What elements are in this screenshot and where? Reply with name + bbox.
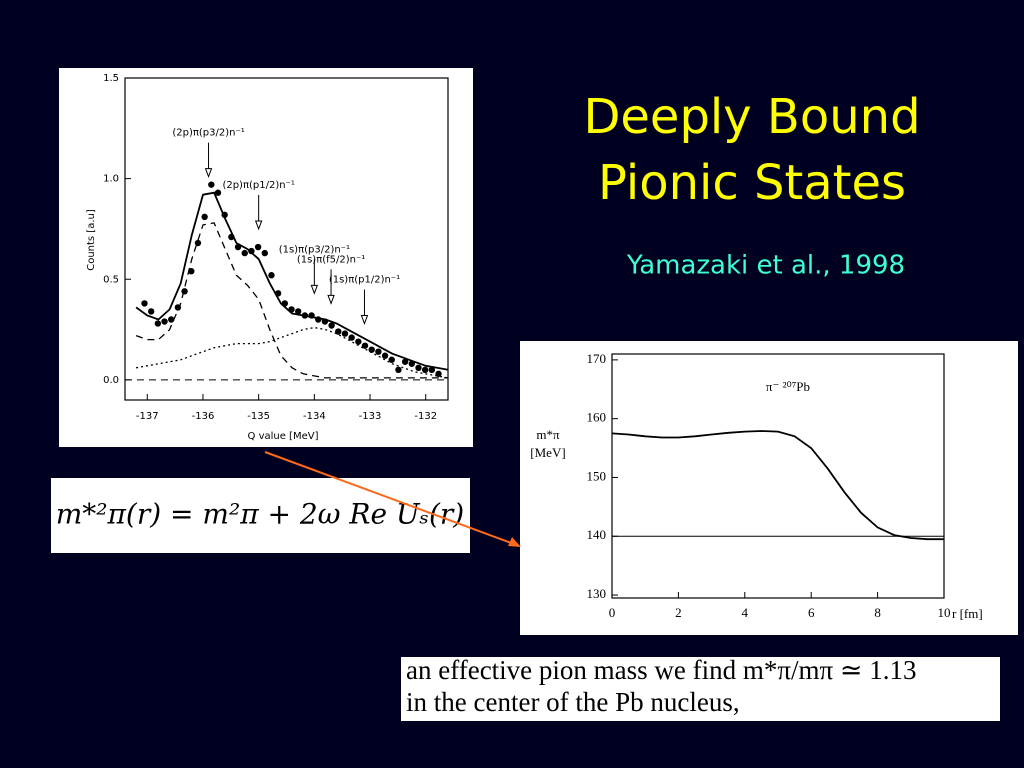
y-tick-label: 150 xyxy=(587,468,607,483)
data-point xyxy=(168,316,175,323)
y-tick-label: 0.0 xyxy=(103,375,119,386)
curve xyxy=(135,326,449,379)
curve xyxy=(135,191,449,371)
data-point xyxy=(214,189,222,196)
data-point xyxy=(268,272,275,279)
y-tick-label: 1.0 xyxy=(103,174,119,185)
quote-box xyxy=(401,657,1000,721)
y-tick-label: 0.5 xyxy=(103,274,119,285)
y-tick-label: 1.5 xyxy=(103,73,119,84)
annotation-arrowhead xyxy=(204,168,213,179)
data-point xyxy=(147,308,155,315)
annotation-arrowhead xyxy=(254,220,263,231)
y-tick-label: 140 xyxy=(587,527,607,542)
quote-line: in the center of the Pb nucleus, xyxy=(406,687,740,717)
data-point xyxy=(415,364,422,371)
x-tick-label: 8 xyxy=(874,605,881,620)
data-point xyxy=(294,308,302,315)
data-point xyxy=(201,213,208,221)
title-line: Deeply Bound xyxy=(583,89,920,145)
x-tick-label: 6 xyxy=(808,605,815,620)
x-tick-label: -136 xyxy=(192,411,215,422)
data-point xyxy=(388,356,395,363)
plot-frame xyxy=(611,353,945,599)
data-point xyxy=(161,318,168,325)
annotation-arrowhead xyxy=(360,315,369,325)
data-point xyxy=(261,249,268,257)
x-tick-label: 10 xyxy=(938,605,951,620)
data-point xyxy=(421,366,429,374)
annotation: (2p)π(p3/2)n⁻¹ xyxy=(172,128,244,139)
data-point xyxy=(241,249,248,257)
data-point xyxy=(361,342,369,349)
data-point xyxy=(348,334,355,341)
annotation: (1s)π(f5/2)n⁻¹ xyxy=(297,254,365,265)
data-point xyxy=(181,288,188,295)
x-tick-label: -133 xyxy=(359,411,382,422)
x-tick-label: 4 xyxy=(742,605,749,620)
arrowhead xyxy=(508,537,521,547)
formula-box xyxy=(51,478,470,553)
title-line: Pionic States xyxy=(598,155,906,211)
x-axis-label: r [fm] xyxy=(952,606,983,621)
data-point xyxy=(395,366,402,374)
y-axis-label: Counts [a.u] xyxy=(86,209,97,271)
x-tick-label: 2 xyxy=(675,605,682,620)
data-point xyxy=(248,247,255,255)
y-tick-label: 160 xyxy=(587,410,607,425)
curve xyxy=(611,430,944,541)
x-axis-label: Q value [MeV] xyxy=(248,431,319,442)
data-point xyxy=(375,348,382,355)
data-point xyxy=(368,346,375,353)
x-tick-label: -132 xyxy=(414,411,437,422)
data-point xyxy=(355,338,362,345)
annotation: (1s)π(p1/2)n⁻¹ xyxy=(329,275,400,286)
formula: m*²π(r) = m²π + 2ω Re Uₛ(r) xyxy=(56,498,464,531)
y-tick-label: 130 xyxy=(587,586,607,601)
curve xyxy=(135,222,448,379)
x-tick-label: -135 xyxy=(247,411,270,422)
x-tick-label: -134 xyxy=(303,411,326,422)
data-point xyxy=(381,352,389,359)
data-point xyxy=(208,181,215,188)
figure-panel xyxy=(520,341,1018,635)
data-point xyxy=(401,358,409,365)
data-point xyxy=(341,330,349,337)
annotation-arrowhead xyxy=(310,284,319,295)
data-point xyxy=(141,300,148,307)
data-point xyxy=(428,366,436,374)
y-axis-label: [MeV] xyxy=(530,445,565,460)
data-point xyxy=(154,320,162,327)
data-point xyxy=(194,239,202,247)
figure-panel xyxy=(59,68,473,447)
y-tick-label: 170 xyxy=(587,351,607,366)
quote-line: an effective pion mass we find m*π/mπ ≃ … xyxy=(406,655,917,685)
plot-frame xyxy=(124,77,449,401)
data-point xyxy=(328,322,335,329)
subtitle: Yamazaki et al., 1998 xyxy=(626,251,905,281)
connector-arrow xyxy=(264,451,515,545)
annotation: (1s)π(p3/2)n⁻¹ xyxy=(279,244,350,255)
annotation: (2p)π(p1/2)n⁻¹ xyxy=(222,180,294,191)
y-axis-label: m*π xyxy=(536,427,560,442)
annotation: π⁻ ²⁰⁷Pb xyxy=(766,379,810,394)
data-point xyxy=(254,243,262,251)
x-tick-label: -137 xyxy=(136,411,159,422)
annotation-arrowhead xyxy=(327,294,335,305)
x-tick-label: 0 xyxy=(609,605,616,620)
